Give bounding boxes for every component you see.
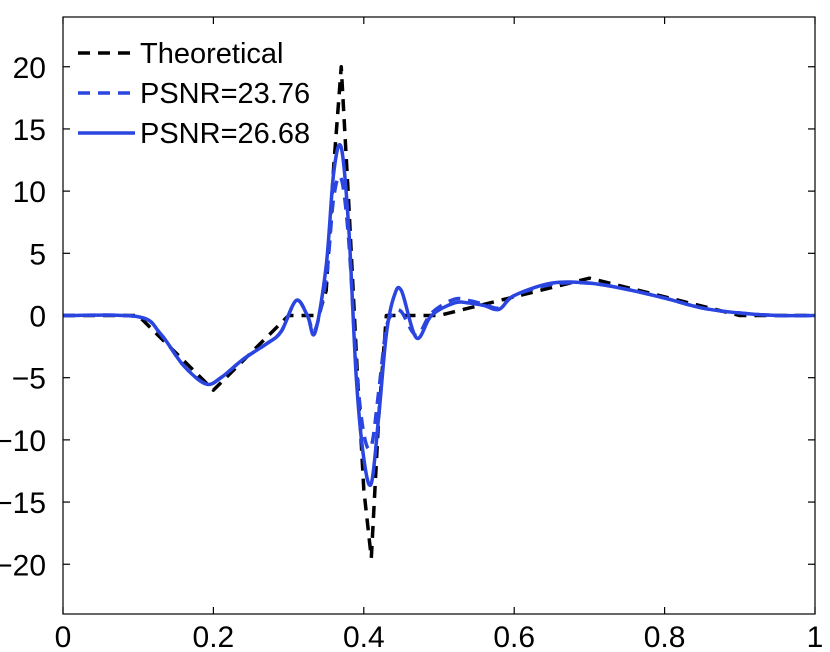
x-tick-label: 0.8 — [644, 621, 686, 652]
plot-series — [62, 65, 816, 560]
y-tick-label: −20 — [0, 549, 46, 582]
y-tick-label: −5 — [12, 363, 46, 396]
y-tick-label: 10 — [13, 176, 46, 209]
axes-frame — [62, 16, 816, 615]
series-line-theoretical — [63, 65, 815, 560]
x-tick-label: 1 — [807, 621, 824, 652]
legend-label-psnr-26-68: PSNR=26.68 — [140, 118, 310, 150]
y-tick-label: 5 — [29, 238, 46, 271]
y-tick-label: −10 — [0, 425, 46, 458]
legend-label-psnr-23-76: PSNR=23.76 — [140, 78, 310, 110]
y-tick-label: −15 — [0, 487, 46, 520]
x-tick-labels: 0 0.2 0.4 0.6 0.8 1 — [55, 621, 824, 652]
y-tick-label: 15 — [13, 114, 46, 147]
y-tick-label: 20 — [13, 52, 46, 85]
y-tick-label: 0 — [29, 301, 46, 334]
x-tick-label: 0 — [55, 621, 72, 652]
series-line-psnr-23-76 — [62, 174, 816, 451]
x-tick-label: 0.4 — [343, 621, 385, 652]
x-tick-label: 0.2 — [193, 621, 235, 652]
y-tick-labels: 20 15 10 5 0 −5 −10 −15 −20 — [0, 52, 46, 583]
legend-label-theoretical: Theoretical — [140, 38, 283, 70]
series-line-psnr-26-68 — [62, 143, 816, 487]
legend: Theoretical PSNR=23.76 PSNR=26.68 — [78, 38, 310, 150]
x-tick-label: 0.6 — [493, 621, 535, 652]
